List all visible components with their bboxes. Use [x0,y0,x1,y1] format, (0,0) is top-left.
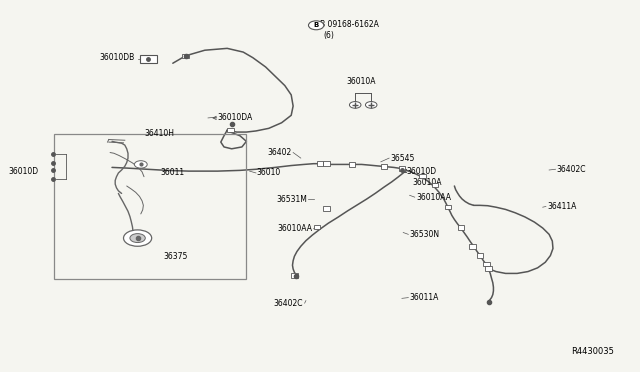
Text: 36010DB: 36010DB [99,53,134,62]
Circle shape [308,21,324,30]
Text: 36411A: 36411A [547,202,577,211]
Text: R4430035: R4430035 [572,347,614,356]
Bar [485,266,492,271]
Text: 36010DA: 36010DA [218,113,253,122]
Text: 36011: 36011 [160,169,184,177]
Circle shape [365,102,377,108]
Bar [227,128,234,132]
Bar [323,161,330,166]
Bar [419,174,426,178]
Text: 36531M: 36531M [276,195,307,203]
Text: 36010A: 36010A [347,77,376,86]
Bar [182,54,189,58]
Bar [314,225,320,229]
Bar [469,244,476,249]
Text: 36375: 36375 [163,252,188,261]
Text: 36011A: 36011A [410,293,439,302]
Circle shape [124,230,152,246]
Circle shape [134,161,147,168]
Bar [483,262,490,266]
Text: 36530N: 36530N [410,230,440,239]
Bar [323,206,330,211]
Bar [445,205,451,209]
Text: B: B [314,22,319,28]
Text: 36545: 36545 [390,154,415,163]
Bar [381,164,387,169]
Text: 36010D: 36010D [406,167,436,176]
Bar [54,134,246,279]
Text: 36010AA: 36010AA [416,193,451,202]
Text: 36010AA: 36010AA [277,224,312,233]
Text: (6): (6) [323,31,334,40]
Bar [477,253,483,258]
Text: 36402C: 36402C [557,165,586,174]
Bar [317,161,323,166]
Circle shape [130,234,145,243]
Text: 36010: 36010 [256,169,280,177]
Text: 36402C: 36402C [274,299,303,308]
Bar [458,225,464,230]
Text: 36410H: 36410H [144,129,174,138]
Bar [349,162,355,167]
Bar [399,166,405,171]
Bar [432,183,438,187]
Circle shape [349,102,361,108]
Bar [291,273,298,278]
Text: 36402: 36402 [267,148,291,157]
Text: B 09168-6162A: B 09168-6162A [320,20,379,29]
Bar [140,55,157,63]
Text: 36010D: 36010D [8,167,38,176]
Text: 36010A: 36010A [413,178,442,187]
